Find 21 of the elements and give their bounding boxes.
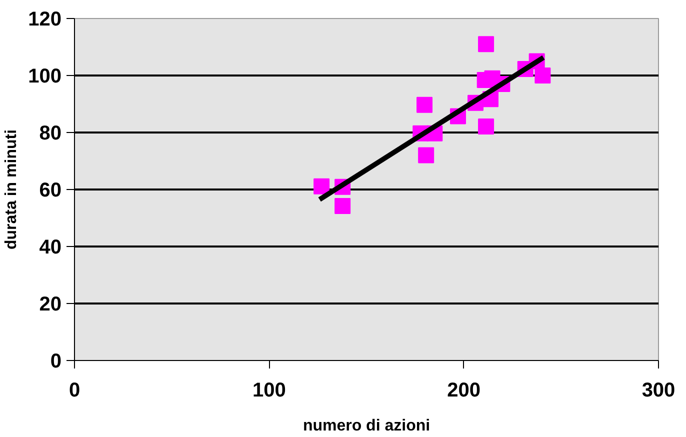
y-tick-label: 20 bbox=[39, 294, 62, 316]
point bbox=[416, 96, 433, 113]
point bbox=[534, 68, 551, 84]
point bbox=[478, 36, 494, 52]
point bbox=[484, 70, 500, 86]
y-axis-title: durata in minuti bbox=[3, 130, 20, 250]
y-tick-label: 100 bbox=[28, 66, 62, 88]
point bbox=[418, 147, 434, 164]
y-tick-label: 0 bbox=[50, 350, 62, 372]
x-tick-label: 200 bbox=[447, 380, 481, 402]
point bbox=[478, 118, 494, 135]
x-tick-label: 0 bbox=[68, 380, 80, 402]
y-tick-label: 80 bbox=[39, 122, 62, 144]
x-tick-label: 100 bbox=[252, 380, 286, 402]
point bbox=[314, 178, 330, 194]
y-tick-label: 120 bbox=[28, 8, 62, 30]
point bbox=[334, 198, 351, 214]
x-tick-label: 300 bbox=[642, 380, 676, 402]
y-tick-label: 40 bbox=[39, 236, 62, 258]
x-axis-title: numero di azioni bbox=[302, 418, 430, 434]
y-tick-label: 60 bbox=[39, 180, 62, 202]
